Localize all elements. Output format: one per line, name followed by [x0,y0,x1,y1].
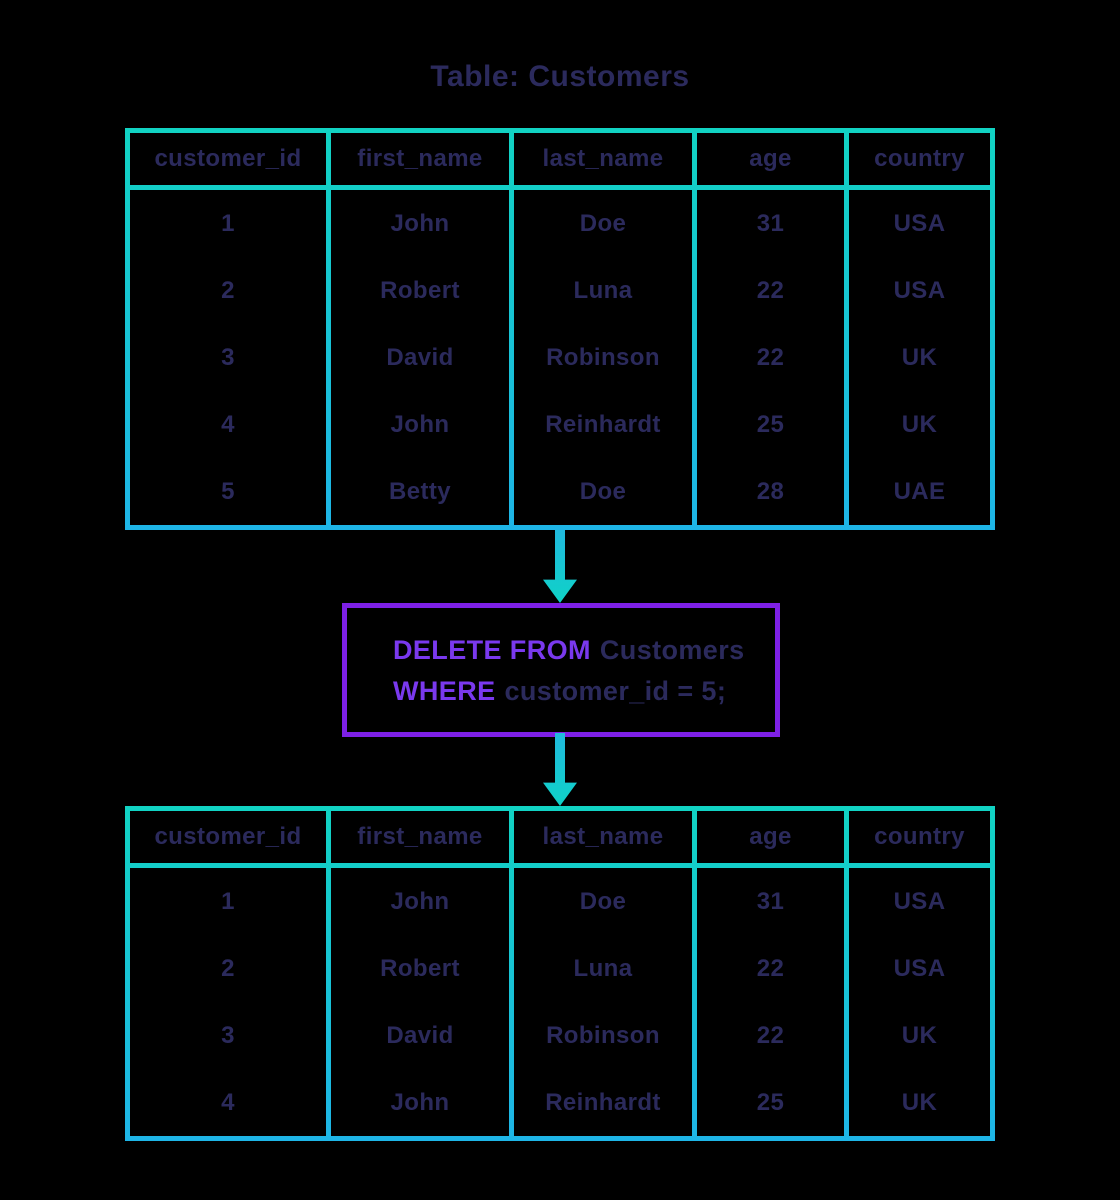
cell-first_name: John [331,1069,509,1136]
cell-last_name: Doe [514,458,692,525]
cell-first_name: Robert [331,935,509,1002]
column-header-age: age [697,133,844,185]
sql-statement-line-2: WHERE customer_id = 5; [393,674,775,708]
column-header-country: country [849,811,990,863]
cell-customer_id: 2 [130,257,326,324]
cell-age: 31 [697,868,844,935]
cell-first_name: John [331,391,509,458]
cell-last_name: Robinson [514,1002,692,1069]
cell-last_name: Luna [514,935,692,1002]
cell-customer_id: 3 [130,1002,326,1069]
cell-country: USA [849,868,990,935]
cell-country: UK [849,1002,990,1069]
cell-first_name: David [331,324,509,391]
cell-customer_id: 1 [130,868,326,935]
cell-customer_id: 1 [130,190,326,257]
cell-last_name: Doe [514,190,692,257]
cell-last_name: Reinhardt [514,391,692,458]
cell-first_name: Robert [331,257,509,324]
cell-first_name: David [331,1002,509,1069]
table-title: Table: Customers [430,60,690,93]
sql-where-condition: customer_id = 5; [504,675,727,706]
column-header-customer_id: customer_id [130,133,326,185]
sql-statement-line-1: DELETE FROM Customers [393,633,775,667]
cell-last_name: Doe [514,868,692,935]
cell-age: 22 [697,324,844,391]
column-header-last_name: last_name [514,811,692,863]
cell-customer_id: 2 [130,935,326,1002]
cell-first_name: Betty [331,458,509,525]
sql-table-name: Customers [599,634,745,665]
cell-last_name: Reinhardt [514,1069,692,1136]
down-arrow-icon-top [543,530,577,603]
cell-country: UAE [849,458,990,525]
cell-customer_id: 4 [130,391,326,458]
column-header-country: country [849,133,990,185]
column-header-first_name: first_name [331,811,509,863]
cell-country: USA [849,935,990,1002]
column-header-age: age [697,811,844,863]
column-header-first_name: first_name [331,133,509,185]
cell-first_name: John [331,190,509,257]
cell-age: 22 [697,257,844,324]
sql-query-box: DELETE FROM Customers WHERE customer_id … [342,603,780,737]
cell-last_name: Luna [514,257,692,324]
sql-keyword-delete-from: DELETE FROM [393,634,591,665]
cell-age: 22 [697,1002,844,1069]
cell-age: 31 [697,190,844,257]
customers-table-before: customer_id first_name last_name age country… [125,128,995,530]
down-arrow-icon-bottom [543,733,577,806]
cell-customer_id: 5 [130,458,326,525]
cell-age: 28 [697,458,844,525]
cell-country: UK [849,1069,990,1136]
cell-customer_id: 3 [130,324,326,391]
cell-last_name: Robinson [514,324,692,391]
cell-age: 25 [697,1069,844,1136]
cell-age: 22 [697,935,844,1002]
column-header-last_name: last_name [514,133,692,185]
cell-country: USA [849,190,990,257]
sql-keyword-where: WHERE [393,675,496,706]
cell-country: UK [849,324,990,391]
cell-first_name: John [331,868,509,935]
cell-age: 25 [697,391,844,458]
customers-table-after: customer_id first_name last_name age country… [125,806,995,1141]
cell-country: UK [849,391,990,458]
cell-customer_id: 4 [130,1069,326,1136]
cell-country: USA [849,257,990,324]
column-header-customer_id: customer_id [130,811,326,863]
